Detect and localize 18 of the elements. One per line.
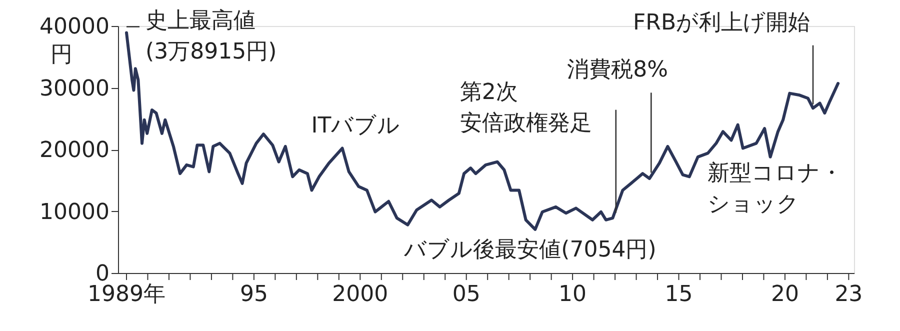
x-tick-label: 15 bbox=[664, 282, 693, 307]
annotation: 新型コロナ・ショック bbox=[707, 160, 842, 217]
annotation: バブル後最安値(7054円) bbox=[403, 237, 656, 262]
x-tick-label: 23 bbox=[834, 282, 863, 307]
x-tick-label: 1989年 bbox=[87, 282, 166, 307]
annotation: ITバブル bbox=[311, 113, 400, 138]
y-axis-title: 円 bbox=[50, 42, 72, 68]
x-tick-label: 2000 bbox=[332, 282, 388, 307]
x-tick-label: 20 bbox=[770, 282, 799, 307]
y-tick-label: 30000 bbox=[40, 76, 110, 102]
x-tick-label: 95 bbox=[240, 282, 268, 307]
annotation: FRBが利上げ開始 bbox=[633, 10, 810, 36]
y-tick-label: 10000 bbox=[40, 200, 110, 225]
y-tick-label: 40000 bbox=[40, 14, 110, 40]
x-tick-label: 05 bbox=[452, 282, 480, 307]
y-tick-label: 20000 bbox=[40, 138, 110, 163]
x-tick-label: 10 bbox=[558, 282, 587, 307]
annotation: 史上最高値(3万8915円) bbox=[145, 8, 277, 65]
